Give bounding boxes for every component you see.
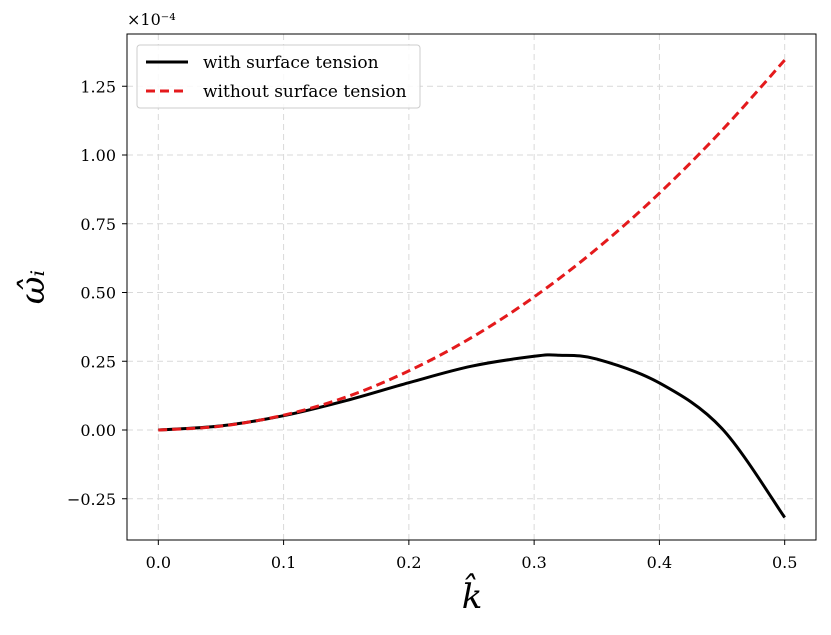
x-tick-label: 0.4	[647, 553, 672, 572]
x-tick-label: 0.1	[271, 553, 296, 572]
plot-frame	[126, 33, 817, 541]
x-tick-label: 0.3	[521, 553, 546, 572]
x-axis: 0.0 0.1 0.2 0.3 0.4 0.5	[146, 540, 797, 572]
y-tick-label: 1.00	[80, 146, 116, 165]
y-tick-label: 1.25	[80, 77, 116, 96]
y-axis: −0.25 0.00 0.25 0.50 0.75 1.00 1.25	[67, 77, 127, 509]
y-scale-label: ×10⁻⁴	[127, 10, 176, 29]
grid	[127, 34, 816, 540]
x-axis-label: k̂	[462, 574, 483, 617]
x-tick-label: 0.2	[396, 553, 421, 572]
x-tick-label: 0.5	[772, 553, 797, 572]
legend-box	[136, 44, 421, 109]
y-tick-label: 0.00	[80, 421, 116, 440]
y-tick-label: 0.50	[80, 284, 116, 303]
legend-label-with-surface-tension: with surface tension	[203, 53, 379, 73]
x-tick-label: 0.0	[146, 553, 171, 572]
y-tick-label: 0.25	[80, 352, 116, 371]
series-line-without-surface-tension	[158, 59, 786, 432]
legend: with surface tension without surface ten…	[136, 44, 421, 109]
plot-series	[158, 59, 786, 519]
y-tick-label: −0.25	[67, 490, 116, 509]
legend-label-without-surface-tension: without surface tension	[203, 82, 407, 102]
series-line-with-surface-tension	[158, 353, 786, 519]
y-tick-label: 0.75	[80, 215, 116, 234]
y-axis-label: ω̂ᵢ	[13, 270, 53, 305]
